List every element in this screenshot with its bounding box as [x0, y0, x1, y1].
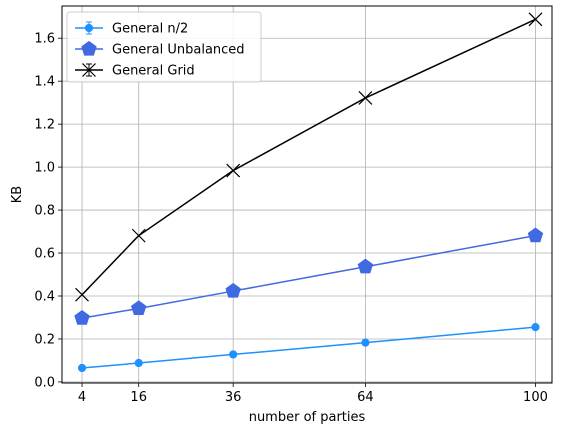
data-point [358, 91, 373, 105]
data-point [357, 258, 374, 274]
y-tick-label: 0.4 [34, 290, 55, 305]
x-tick-label: 36 [225, 390, 242, 405]
y-tick-label: 0.8 [34, 204, 55, 219]
legend-label: General Grid [112, 64, 195, 79]
legend-label: General Unbalanced [112, 43, 245, 58]
y-tick-label: 0.2 [34, 332, 55, 347]
x-marker-stroke [82, 63, 96, 77]
x-tick-label: 4 [78, 390, 86, 405]
plot-frame [61, 5, 553, 384]
data-point [74, 310, 90, 325]
data-point [226, 163, 241, 178]
x-tick-label: 100 [523, 390, 548, 405]
y-tick-label: 1.4 [34, 75, 55, 90]
series-line [81, 234, 536, 319]
x-tick-label: 16 [130, 390, 147, 405]
x-marker-stroke [226, 163, 241, 178]
series-layer [74, 12, 544, 373]
series-line [81, 326, 536, 369]
y-tick-label: 0.0 [34, 375, 55, 390]
x-axis-title: number of parties [249, 410, 366, 425]
legend-marker [84, 23, 94, 33]
series-0 [77, 323, 540, 373]
data-point [75, 287, 89, 302]
y-tick-label: 1.6 [34, 32, 55, 47]
series-1 [74, 227, 544, 325]
y-tick-label: 0.6 [34, 247, 55, 262]
data-point [77, 363, 87, 373]
legend-marker [82, 63, 96, 77]
y-axis-title: KB [10, 186, 25, 203]
data-point [527, 227, 544, 243]
grid [62, 6, 552, 383]
x-marker-stroke [75, 287, 89, 302]
series-2 [75, 12, 543, 302]
data-point [131, 228, 146, 243]
data-point [229, 350, 238, 359]
legend-box [66, 11, 262, 83]
data-point [130, 300, 147, 316]
x-marker-stroke [131, 228, 146, 243]
data-point [361, 338, 370, 347]
data-point [134, 358, 143, 368]
legend: General n/2 General Unbalanced General Gri… [66, 11, 262, 83]
x-marker-stroke [528, 12, 543, 27]
legend-marker [81, 40, 97, 56]
x-marker-stroke [358, 91, 373, 105]
legend-label: General n/2 [112, 22, 188, 37]
x-tick-label: 64 [357, 390, 374, 405]
y-tick-label: 1.2 [34, 118, 55, 133]
ticks: 4 16 36 64 100 0.0 0.2 0.4 0.6 0.8 1.0 1.2 1.4 1.6 [34, 32, 548, 405]
data-point [528, 12, 543, 27]
y-tick-label: 1.0 [34, 161, 55, 176]
data-point [225, 282, 241, 298]
data-point [531, 323, 540, 332]
